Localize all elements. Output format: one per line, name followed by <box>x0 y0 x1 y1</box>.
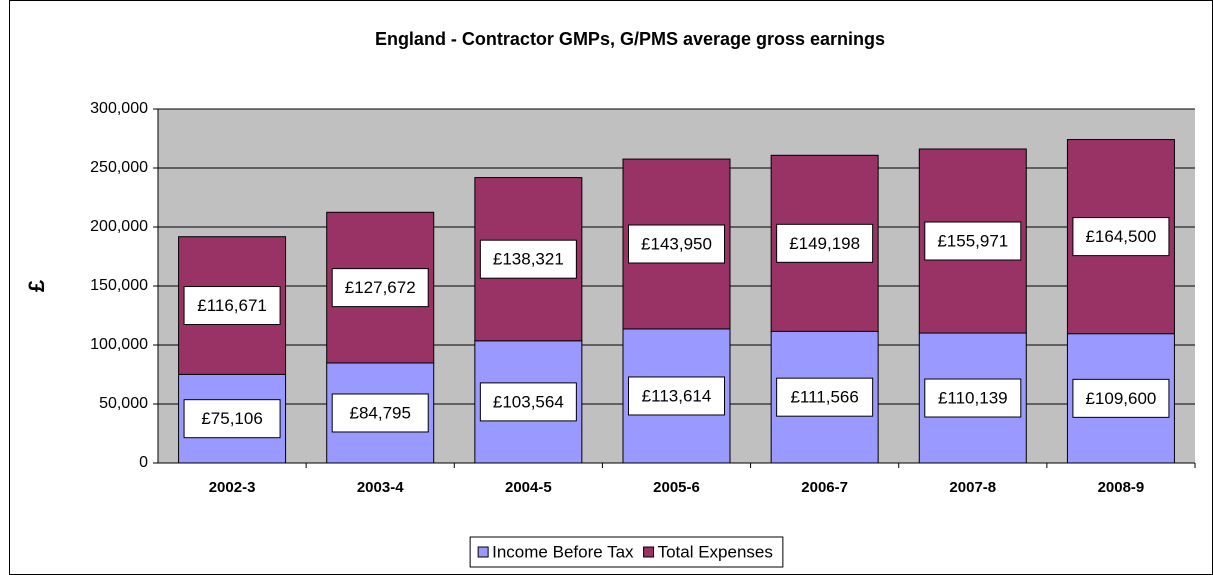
data-label: £164,500 <box>1085 227 1156 246</box>
data-label-box <box>924 378 1022 418</box>
x-tick-label: 2008-9 <box>1098 479 1145 496</box>
data-label: £113,614 <box>642 386 712 405</box>
y-axis-label: £ <box>24 279 49 292</box>
data-label-box <box>479 382 577 422</box>
y-tick-label: 300,000 <box>90 100 148 117</box>
data-label: £84,795 <box>349 403 410 422</box>
data-label-box <box>331 268 429 308</box>
legend: Income Before Tax Total Expenses <box>469 536 784 568</box>
data-label: £127,672 <box>345 278 416 297</box>
y-tick-label: 100,000 <box>90 336 148 353</box>
y-tick-label: 200,000 <box>90 218 148 235</box>
x-tick-label: 2005-6 <box>653 479 700 496</box>
data-label-box <box>183 286 281 326</box>
data-label: £143,950 <box>641 234 712 253</box>
data-label-box <box>924 221 1022 261</box>
data-label-box <box>1072 217 1170 257</box>
data-label: £111,566 <box>790 388 858 407</box>
y-tick-label: 0 <box>139 454 148 471</box>
data-label-box <box>1072 378 1170 418</box>
x-tick-label: 2006-7 <box>801 479 848 496</box>
data-label-box <box>776 377 874 417</box>
legend-label: Income Before Tax <box>492 542 634 561</box>
legend-label: Total Expenses <box>658 542 773 561</box>
data-label: £109,600 <box>1085 389 1156 408</box>
x-tick-label: 2002-3 <box>209 479 256 496</box>
data-label: £116,671 <box>197 296 267 315</box>
legend-swatch <box>643 546 655 558</box>
data-label-box <box>776 223 874 263</box>
data-label-box <box>628 376 725 416</box>
legend-box <box>469 536 784 568</box>
chart-title: England - Contractor GMPs, G/PMS average… <box>375 29 885 49</box>
data-label: £75,106 <box>201 409 262 428</box>
data-label: £110,139 <box>938 389 1008 408</box>
data-label: £138,321 <box>493 250 564 269</box>
y-tick-label: 150,000 <box>90 277 148 294</box>
y-tick-label: 50,000 <box>99 395 148 412</box>
x-tick-label: 2003-4 <box>357 479 404 496</box>
data-label: £103,564 <box>493 392 564 411</box>
y-tick-label: 250,000 <box>90 159 148 176</box>
data-label-box <box>331 393 429 433</box>
data-label-box <box>479 239 577 279</box>
data-label-box <box>628 224 725 264</box>
x-tick-label: 2007-8 <box>949 479 996 496</box>
x-tick-label: 2004-5 <box>505 479 552 496</box>
data-label-box <box>183 399 281 439</box>
data-label: £155,971 <box>937 231 1008 250</box>
data-label: £149,198 <box>789 234 860 253</box>
legend-swatch <box>477 546 489 558</box>
